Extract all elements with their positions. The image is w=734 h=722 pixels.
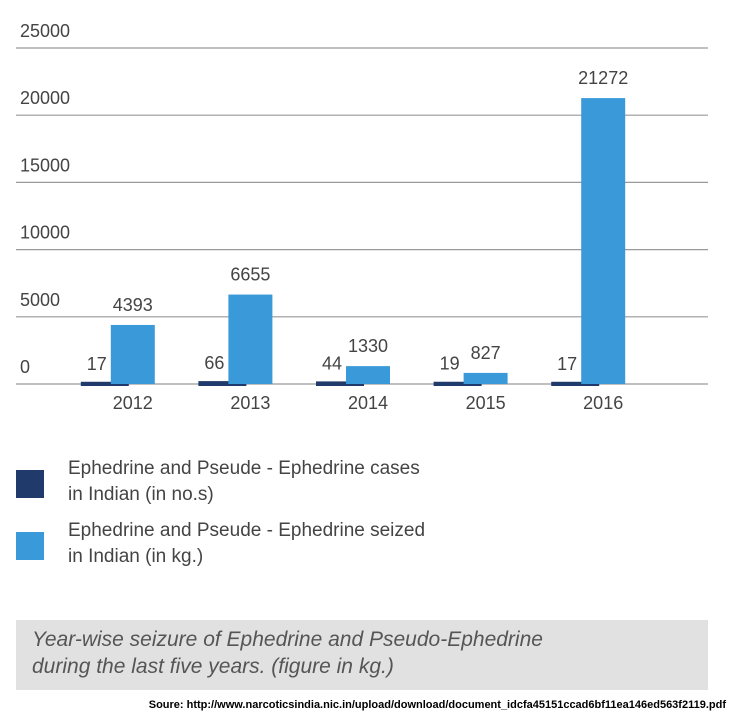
bar — [228, 294, 273, 384]
legend-swatch — [16, 470, 44, 498]
y-tick-label: 15000 — [20, 155, 70, 175]
data-label: 17 — [557, 354, 577, 374]
y-tick-label: 0 — [20, 357, 30, 377]
data-label: 44 — [322, 353, 342, 373]
legend-label: Ephedrine and Pseude - Ephedrine seized … — [68, 520, 426, 567]
bar — [110, 324, 155, 384]
x-tick-label: 2014 — [348, 393, 388, 413]
bar — [463, 372, 508, 384]
x-tick-label: 2016 — [583, 393, 623, 413]
caption-box: Year-wise seizure of Ephedrine and Pseud… — [16, 620, 708, 690]
x-tick-label: 2013 — [230, 393, 270, 413]
bar — [581, 98, 626, 385]
y-tick-label: 25000 — [20, 21, 70, 41]
y-tick-label: 5000 — [20, 290, 60, 310]
caption: Year-wise seizure of Ephedrine and Pseud… — [32, 628, 543, 678]
data-label: 17 — [87, 354, 107, 374]
data-label: 827 — [471, 343, 501, 363]
x-tick-label: 2012 — [113, 393, 153, 413]
y-tick-label: 20000 — [20, 88, 70, 108]
chart: 0 5000 10000 15000 20000 25000 2012 17 4393 2013 6… — [16, 21, 708, 413]
data-label: 6655 — [230, 265, 270, 285]
legend-label: Ephedrine and Pseude - Ephedrine cases i… — [68, 458, 420, 505]
legend-swatch — [16, 532, 44, 560]
data-label: 19 — [440, 354, 460, 374]
data-label: 21272 — [578, 68, 628, 88]
data-label: 4393 — [113, 295, 153, 315]
x-tick-label: 2015 — [466, 393, 506, 413]
data-label: 1330 — [348, 336, 388, 356]
y-tick-label: 10000 — [20, 223, 70, 243]
data-label: 66 — [204, 353, 224, 373]
bar — [346, 366, 390, 384]
source: Soure: http://www.narcoticsindia.nic.in/… — [148, 699, 726, 711]
